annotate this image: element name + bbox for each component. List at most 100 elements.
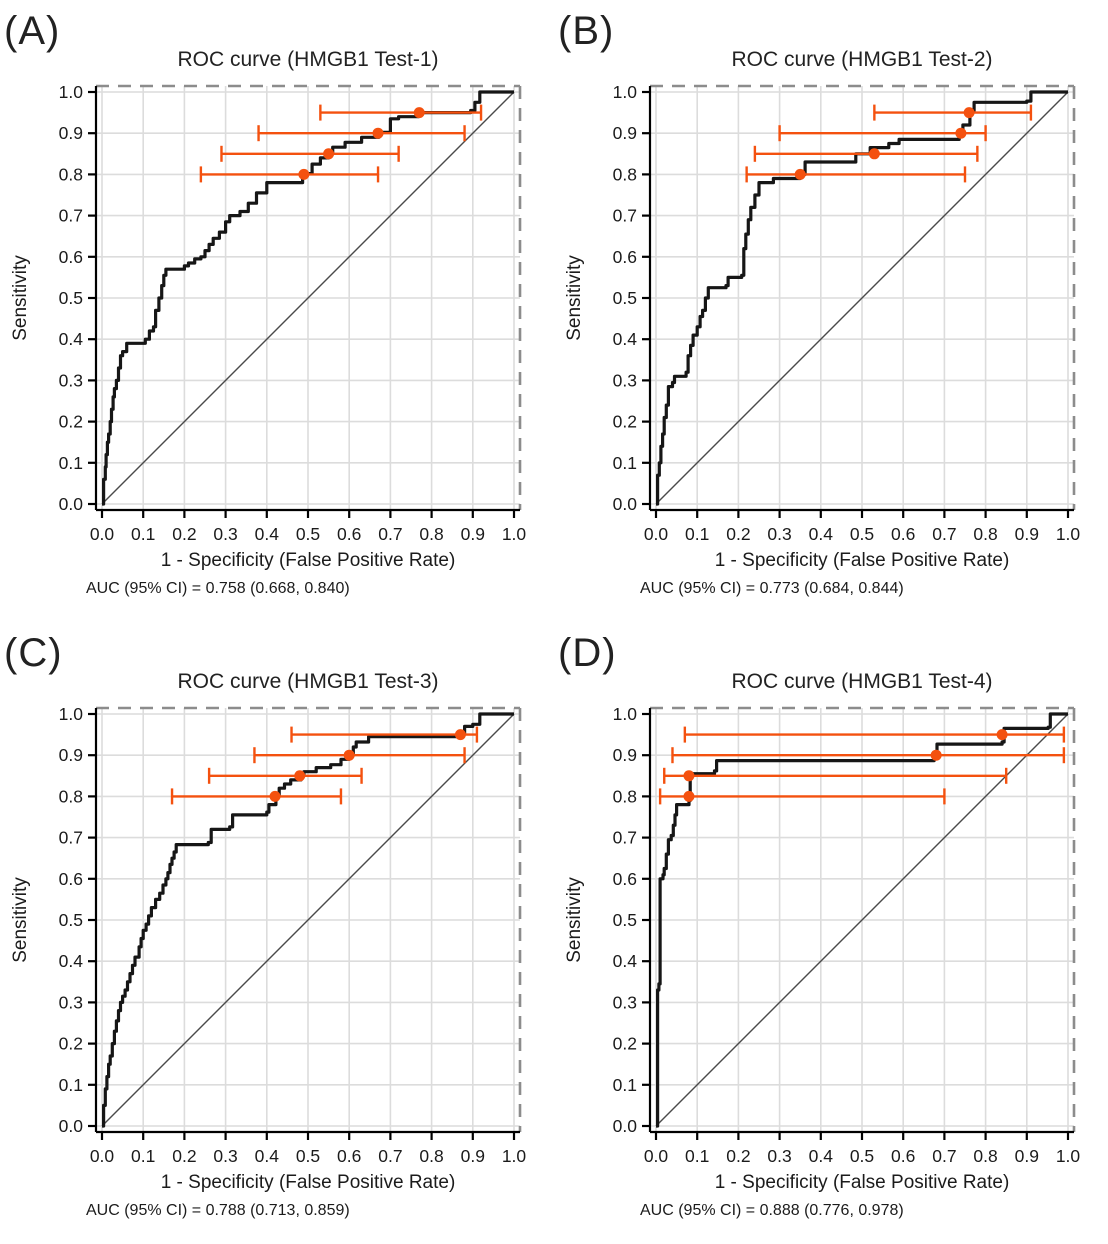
- y-tick-label: 0.4: [59, 951, 84, 971]
- ci-errorbar: [319, 104, 483, 121]
- x-axis-label-a: 1 - Specificity (False Positive Rate): [161, 550, 456, 571]
- ci-point-marker: [372, 127, 384, 139]
- roc-plot-a: 0.0 0.1 0.2 0.3 0.4 0.5 0.6 0.7 0.8 0.9 1.0 0.0 0.1 0…: [4, 9, 527, 597]
- y-tick-label: 0.5: [59, 910, 83, 930]
- ci-point-marker: [298, 168, 310, 180]
- x-tick-label: 0.8: [419, 1146, 443, 1166]
- y-tick-label: 0.3: [613, 992, 637, 1012]
- x-tick-label: 0.8: [973, 524, 997, 544]
- roc-curve: [656, 90, 1068, 506]
- ci-point-marker: [930, 749, 942, 761]
- y-axis-label-b: Sensitivity: [564, 255, 585, 341]
- y-tick-label: 0.3: [59, 370, 83, 390]
- ci-errorbar: [753, 145, 979, 162]
- x-tick-label: 0.3: [213, 1146, 237, 1166]
- x-tick-label: 0.5: [850, 1146, 874, 1166]
- x-tick-label: 0.7: [378, 1146, 402, 1166]
- chance-diagonal: [101, 91, 515, 505]
- y-tick-label: 0.5: [613, 288, 637, 308]
- y-tick-label: 1.0: [59, 82, 84, 102]
- x-tick-label: 1.0: [502, 1146, 527, 1166]
- plot-title-a: ROC curve (HMGB1 Test-1): [178, 48, 439, 71]
- plot-title-d: ROC curve (HMGB1 Test-4): [732, 670, 993, 693]
- roc-plot-c: 0.0 0.1 0.2 0.3 0.4 0.5 0.6 0.7 0.8 0.9 1.0 0.0 0.1 0…: [4, 631, 527, 1219]
- y-tick-label: 0.7: [613, 828, 637, 848]
- plot-canvas-a: 0.0 0.1 0.2 0.3 0.4 0.5 0.6 0.7 0.8 0.9 1.0 0.0 0.1 0…: [59, 82, 527, 544]
- ci-errorbar: [778, 125, 987, 142]
- y-tick-label: 0.6: [613, 869, 637, 889]
- y-tick-label: 0.4: [613, 329, 638, 349]
- x-tick-label: 0.1: [131, 1146, 155, 1166]
- ci-point-marker: [683, 790, 695, 802]
- x-tick-label: 0.8: [973, 1146, 997, 1166]
- ci-point-marker: [683, 770, 695, 782]
- x-tick-label: 0.5: [296, 524, 320, 544]
- x-tick-label: 0.4: [809, 1146, 834, 1166]
- auc-annotation-b: AUC (95% CI) = 0.773 (0.684, 0.844): [640, 580, 904, 597]
- y-tick-label: 0.0: [59, 1116, 84, 1136]
- ci-errorbar: [658, 788, 946, 805]
- ci-errorbar: [257, 125, 466, 142]
- plot-canvas-b: 0.0 0.1 0.2 0.3 0.4 0.5 0.6 0.7 0.8 0.9 1.0 0.0 0.1 0…: [613, 82, 1081, 544]
- y-tick-label: 0.4: [59, 329, 84, 349]
- chance-diagonal: [655, 713, 1069, 1127]
- y-tick-label: 0.8: [613, 164, 637, 184]
- x-axis-label-c: 1 - Specificity (False Positive Rate): [161, 1172, 456, 1193]
- x-tick-label: 0.3: [767, 1146, 791, 1166]
- auc-annotation-a: AUC (95% CI) = 0.758 (0.668, 0.840): [86, 580, 350, 597]
- ci-errorbar: [220, 145, 400, 162]
- panel-label-d: (D): [558, 631, 617, 675]
- ci-point-marker: [794, 168, 806, 180]
- ci-point-marker: [996, 729, 1008, 741]
- y-tick-label: 0.6: [59, 247, 83, 267]
- x-tick-label: 0.4: [809, 524, 834, 544]
- panel-d: 0.0 0.1 0.2 0.3 0.4 0.5 0.6 0.7 0.8 0.9 1.0 0.0 0.1 0…: [554, 622, 1108, 1244]
- auc-annotation-c: AUC (95% CI) = 0.788 (0.713, 0.859): [86, 1202, 350, 1219]
- y-tick-label: 0.6: [613, 247, 637, 267]
- ci-point-marker: [269, 790, 281, 802]
- y-tick-label: 0.7: [613, 206, 637, 226]
- y-tick-label: 0.6: [59, 869, 83, 889]
- x-tick-label: 1.0: [502, 524, 527, 544]
- x-tick-label: 1.0: [1056, 524, 1081, 544]
- y-tick-label: 1.0: [59, 704, 84, 724]
- y-tick-label: 0.2: [613, 1034, 637, 1054]
- ci-point-marker: [323, 148, 335, 160]
- y-tick-label: 0.2: [59, 412, 83, 432]
- panel-c: 0.0 0.1 0.2 0.3 0.4 0.5 0.6 0.7 0.8 0.9 1.0 0.0 0.1 0…: [0, 622, 554, 1244]
- y-tick-label: 0.5: [59, 288, 83, 308]
- y-axis-label-d: Sensitivity: [564, 877, 585, 963]
- roc-plot-b: 0.0 0.1 0.2 0.3 0.4 0.5 0.6 0.7 0.8 0.9 1.0 0.0 0.1 0…: [558, 9, 1081, 597]
- x-tick-label: 0.5: [296, 1146, 320, 1166]
- y-tick-label: 0.8: [59, 164, 83, 184]
- x-axis-label-b: 1 - Specificity (False Positive Rate): [715, 550, 1010, 571]
- ci-errorbar: [170, 788, 343, 805]
- ci-errorbar: [745, 166, 967, 183]
- y-tick-label: 0.9: [613, 123, 637, 143]
- y-tick-label: 0.0: [613, 1116, 638, 1136]
- x-tick-label: 0.4: [255, 524, 280, 544]
- x-tick-label: 0.1: [685, 1146, 709, 1166]
- x-tick-label: 0.1: [131, 524, 155, 544]
- x-tick-label: 0.7: [932, 1146, 956, 1166]
- x-tick-label: 0.7: [932, 524, 956, 544]
- y-tick-label: 0.8: [613, 786, 637, 806]
- x-tick-label: 0.0: [90, 1146, 115, 1166]
- x-tick-label: 0.7: [378, 524, 402, 544]
- panel-b: 0.0 0.1 0.2 0.3 0.4 0.5 0.6 0.7 0.8 0.9 1.0 0.0 0.1 0…: [554, 0, 1108, 622]
- y-tick-label: 0.1: [59, 1075, 83, 1095]
- y-tick-label: 0.9: [59, 745, 83, 765]
- y-tick-label: 0.1: [613, 1075, 637, 1095]
- y-tick-label: 0.0: [59, 494, 84, 514]
- y-tick-label: 0.9: [613, 745, 637, 765]
- plot-title-b: ROC curve (HMGB1 Test-2): [732, 48, 993, 71]
- x-tick-label: 0.6: [891, 524, 915, 544]
- roc-curve: [102, 90, 514, 506]
- y-tick-label: 0.2: [59, 1034, 83, 1054]
- chance-diagonal: [655, 91, 1069, 505]
- y-tick-label: 1.0: [613, 82, 638, 102]
- x-tick-label: 0.9: [1015, 524, 1039, 544]
- y-tick-label: 0.9: [59, 123, 83, 143]
- panel-label-a: (A): [4, 9, 60, 53]
